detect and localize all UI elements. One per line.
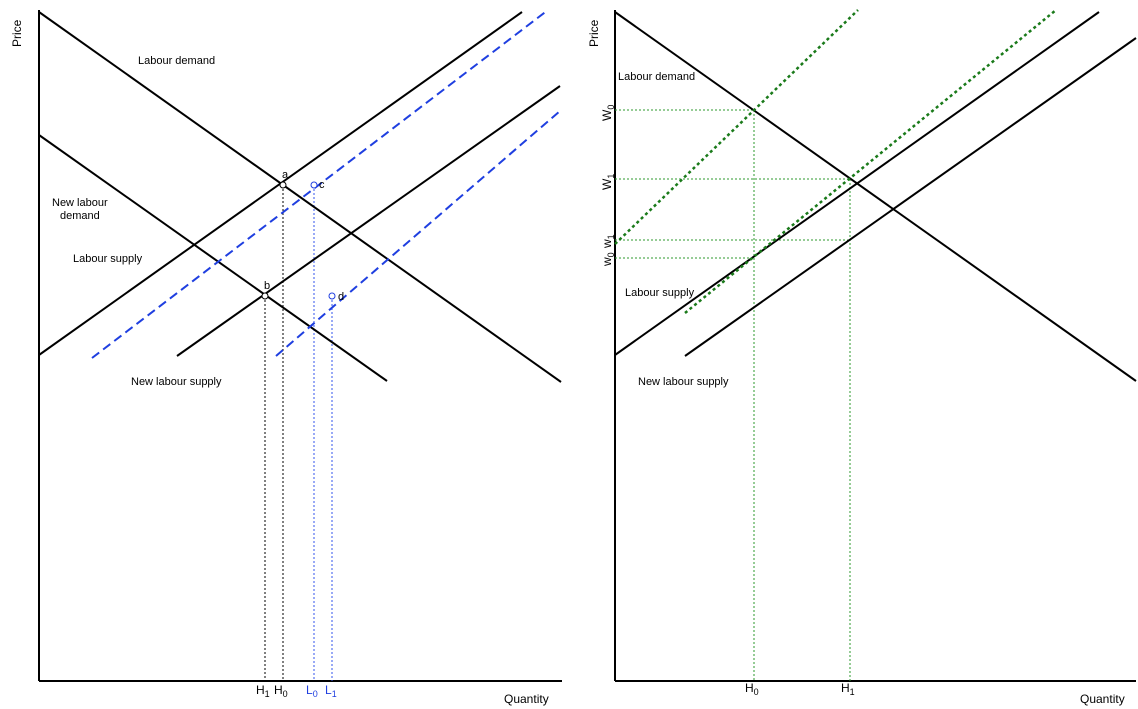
- right-panel: Price Quantity Labour demand Labour supp…: [587, 9, 1137, 706]
- right-x-axis-label: Quantity: [1080, 692, 1125, 706]
- right-tick-w0: w0: [600, 252, 616, 267]
- right-labour-demand-curve: [614, 11, 1137, 382]
- point-b: [261, 292, 269, 300]
- new-labour-supply-curve: [176, 85, 561, 357]
- point-c: [310, 181, 318, 189]
- tick-l0: L0: [306, 683, 318, 699]
- right-label-new-labour-supply: New labour supply: [638, 376, 729, 388]
- right-y-axis-label: Price: [587, 19, 601, 47]
- shifted-new-supply-dashed: [275, 110, 561, 357]
- left-x-axis-label: Quantity: [504, 692, 549, 706]
- point-a-label: a: [282, 169, 289, 181]
- point-c-label: c: [319, 179, 325, 191]
- right-tick-W0: W0: [600, 105, 616, 121]
- label-labour-demand: Labour demand: [138, 55, 215, 67]
- right-tick-w1: w1: [600, 234, 616, 249]
- right-label-labour-supply: Labour supply: [625, 287, 695, 299]
- green-dotted-line-upper: [614, 9, 859, 245]
- right-label-labour-demand: Labour demand: [618, 71, 695, 83]
- label-labour-supply: Labour supply: [73, 253, 143, 265]
- right-tick-H1: H1: [841, 681, 855, 697]
- point-a: [279, 181, 287, 189]
- point-d: [328, 292, 336, 300]
- right-new-labour-supply-curve: [684, 37, 1137, 357]
- point-b-label: b: [264, 280, 270, 292]
- tick-h1: H1: [256, 683, 270, 699]
- left-y-axis-label: Price: [10, 19, 24, 47]
- green-dotted-line-lower: [684, 9, 1057, 314]
- label-new-labour-supply: New labour supply: [131, 376, 222, 388]
- labour-demand-curve: [38, 11, 562, 383]
- tick-l1: L1: [325, 683, 337, 699]
- tick-h0: H0: [274, 683, 288, 699]
- left-panel: Price Quantity a b c d Labour demand New…: [10, 9, 562, 706]
- label-new-labour-demand-2: demand: [60, 210, 100, 222]
- label-new-labour-demand-1: New labour: [52, 197, 108, 209]
- right-tick-W1: W1: [600, 174, 616, 190]
- point-d-label: d: [338, 291, 344, 303]
- right-tick-H0: H0: [745, 681, 759, 697]
- new-labour-demand-curve: [38, 134, 388, 382]
- right-labour-supply-curve: [614, 11, 1100, 356]
- shifted-supply-dashed: [91, 9, 549, 359]
